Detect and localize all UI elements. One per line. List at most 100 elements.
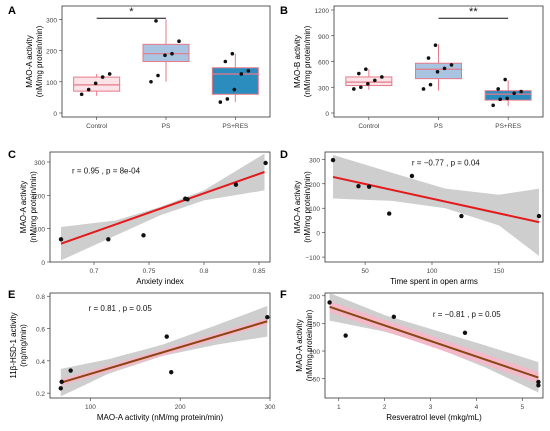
correlation-annotation: r = −0.81 , p = 0.05 [433, 310, 501, 319]
data-point [380, 75, 384, 79]
y-tick-label: 1200 [315, 8, 330, 15]
panel-c: C 0.7 0.75 0.8 0.85 0 100 200 300 r = 0.95 , p = … [8, 149, 271, 286]
y-tick-label: 200 [34, 193, 45, 200]
regression-line [60, 171, 265, 245]
data-point [246, 69, 251, 73]
data-point [327, 300, 332, 305]
x-tick-label: 0.7 [89, 268, 98, 275]
panel-b: B 0 300 600 900 1200 Control PS PS+RES ** MAO-B ac… [280, 5, 544, 130]
x-axis-label: Time spent in open arms [390, 277, 478, 286]
x-tick-label: PS+RES [222, 123, 248, 130]
panel-letter: D [280, 149, 288, 161]
data-point [426, 56, 431, 60]
data-point [536, 383, 541, 388]
y-axis-label: 11β-HSD-1 activity(ng/mg/min) [9, 312, 28, 378]
data-point [352, 87, 356, 91]
y-tick-label: 300 [318, 85, 329, 92]
x-tick-label: 3 [429, 404, 433, 411]
data-point [100, 75, 105, 79]
y-tick-label: 100 [34, 227, 45, 234]
box [345, 76, 393, 87]
y-tick-label: 900 [318, 34, 329, 41]
box [142, 43, 190, 62]
data-point [433, 43, 438, 47]
box [484, 90, 532, 101]
data-point [459, 213, 464, 219]
y-tick-label: 100 [46, 80, 57, 87]
data-point [164, 334, 169, 339]
data-point [536, 379, 541, 385]
data-point [177, 39, 181, 44]
panel-letter: A [8, 5, 16, 17]
y-tick-label: 0.2 [36, 391, 45, 398]
y-tick-label: −100 [305, 255, 320, 262]
data-point [230, 51, 235, 56]
data-point [536, 213, 542, 219]
data-point [169, 369, 174, 375]
data-point [149, 79, 153, 84]
data-point [449, 63, 454, 67]
data-point [491, 103, 495, 108]
x-tick-label: 50 [362, 268, 370, 275]
panel-letter: E [8, 289, 15, 301]
y-tick-label: 0 [53, 111, 57, 118]
data-point [442, 66, 447, 71]
x-axis-label: MAO-A activity (nM/mg protein/min) [97, 413, 224, 422]
x-tick-label: 0.75 [143, 268, 156, 275]
y-axis-label: MAO-A activity(nM/mg protein/min) [293, 171, 312, 243]
x-tick-label: 4 [475, 404, 479, 411]
data-point [239, 72, 244, 76]
y-tick-label: 150 [309, 321, 320, 328]
panel-letter: C [8, 149, 16, 161]
data-point [409, 173, 415, 179]
x-tick-label: 1 [337, 404, 341, 411]
panel-letter: B [280, 5, 288, 17]
x-tick-label: 0.8 [199, 268, 208, 275]
y-axis-label: MAO-B activity(nM/mg protein/min) [293, 25, 312, 97]
significance-label: * [129, 6, 134, 18]
data-point [357, 71, 361, 76]
y-tick-label: 0.4 [36, 359, 45, 366]
data-point [58, 237, 64, 242]
data-point [68, 368, 73, 373]
panel-d: D 50 100 150 −100 0 100 200 300 r = −0.77 , p = 0… [280, 149, 544, 286]
data-point [79, 92, 84, 97]
y-tick-label: 0.8 [36, 294, 45, 301]
data-point [185, 197, 190, 202]
x-axis-label: Anxiety index [136, 277, 184, 286]
data-point [364, 67, 368, 72]
data-point [170, 51, 174, 56]
data-point [154, 19, 158, 23]
x-tick-label: 150 [493, 268, 504, 275]
data-point [330, 157, 336, 163]
data-point [462, 330, 468, 335]
data-point [232, 87, 237, 92]
data-point [233, 182, 239, 187]
significance-label: ** [469, 6, 478, 18]
y-tick-label: 0 [325, 111, 329, 118]
data-point [356, 184, 361, 189]
x-tick-label: PS [434, 123, 443, 130]
x-tick-label: Control [86, 123, 108, 130]
y-tick-label: 300 [309, 157, 320, 164]
data-point [107, 72, 112, 76]
data-point [265, 315, 270, 320]
panel-f: F 1 2 3 4 5 50 100 150 200 r = −0.81 , p = 0.05 Res… [280, 289, 544, 422]
data-point [496, 87, 500, 91]
data-point [373, 78, 377, 83]
correlation-annotation: r = 0.81 , p = 0.05 [89, 304, 153, 313]
panel-a: A 0 100 200 300 Control PS PS+RES * MAO-A activit… [8, 5, 271, 130]
x-tick-label: 300 [265, 404, 276, 411]
data-point [93, 81, 98, 86]
regression-line [60, 320, 268, 384]
data-point [359, 85, 363, 90]
y-tick-label: 0 [41, 260, 45, 267]
data-point [223, 59, 228, 64]
y-tick-label: 0 [316, 231, 320, 238]
regression-line [332, 175, 540, 224]
data-point [391, 314, 397, 319]
x-tick-label: PS+RES [495, 123, 521, 130]
y-axis-label: MAO-A activity(nM/mg protein/min) [295, 309, 314, 381]
data-point [498, 97, 502, 102]
